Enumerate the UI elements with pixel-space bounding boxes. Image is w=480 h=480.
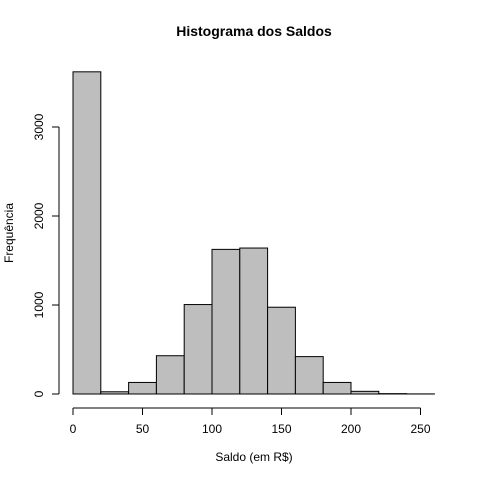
x-tick-label-100: 100 bbox=[202, 422, 222, 436]
histogram-bar-160-180 bbox=[294, 356, 324, 395]
histogram-bar-80-100 bbox=[183, 304, 213, 395]
y-axis-label: Frequência bbox=[2, 203, 16, 263]
x-tick-label-150: 150 bbox=[271, 422, 291, 436]
histogram-bar-200-220 bbox=[350, 390, 380, 395]
x-tick-label-200: 200 bbox=[341, 422, 361, 436]
x-tick-label-50: 50 bbox=[136, 422, 150, 436]
histogram-bar-180-200 bbox=[322, 381, 352, 395]
chart-title: Histograma dos Saldos bbox=[176, 23, 332, 39]
y-axis: 0 1000 2000 3000 bbox=[32, 113, 60, 397]
y-tick-label-2000: 2000 bbox=[32, 202, 46, 229]
x-axis-label: Saldo (em R$) bbox=[215, 450, 292, 464]
y-tick-label-1000: 1000 bbox=[32, 291, 46, 318]
y-tick-label-0: 0 bbox=[32, 390, 46, 397]
x-tick-label-250: 250 bbox=[410, 422, 430, 436]
histogram-bar-0-20 bbox=[72, 71, 102, 395]
y-tick-label-3000: 3000 bbox=[32, 113, 46, 140]
histogram-bar-60-80 bbox=[155, 355, 185, 395]
bars-group bbox=[72, 71, 435, 395]
histogram-bar-100-120 bbox=[211, 248, 241, 395]
histogram-bar-40-60 bbox=[128, 381, 157, 395]
histogram-bar-20-40 bbox=[100, 391, 130, 395]
x-tick-label-0: 0 bbox=[70, 422, 77, 436]
x-axis: 0 50 100 150 200 250 bbox=[70, 407, 431, 436]
histogram-bar-120-140 bbox=[239, 247, 269, 395]
histogram-bar-140-160 bbox=[267, 306, 296, 395]
